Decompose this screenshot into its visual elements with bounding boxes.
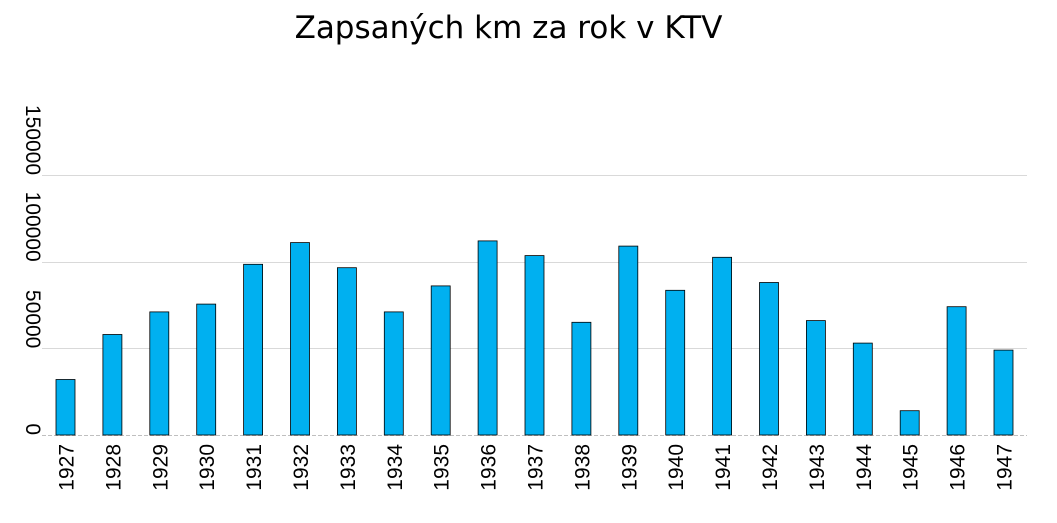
x-tick-label: 1945: [900, 444, 923, 491]
x-tick-label: 1934: [384, 444, 407, 491]
bars: [55, 240, 1014, 436]
bar-1942: [759, 282, 779, 436]
x-tick-label: 1932: [290, 444, 313, 491]
x-tick-label: 1944: [853, 444, 876, 491]
x-tick-labels: 1927 1928 1929 1930 1931 1932 1933 1934 1935 1936…: [56, 444, 1017, 491]
bar-1939: [618, 245, 639, 436]
chart-title: Zapsaných km za rok v KTV: [294, 10, 723, 46]
bar-1938: [571, 321, 592, 436]
bar-1928: [102, 334, 123, 436]
bar-1931: [243, 263, 264, 436]
x-tick-label: 1939: [618, 444, 641, 491]
x-tick-label: 1927: [56, 444, 79, 491]
x-tick-label: 1946: [947, 444, 970, 491]
x-tick-label: 1936: [478, 444, 501, 491]
x-tick-label: 1937: [525, 444, 548, 491]
y-tick-label: 50000: [21, 290, 44, 348]
bar-1935: [430, 285, 451, 436]
x-tick-label: 1930: [196, 444, 219, 491]
y-tick-label: 150000: [21, 105, 44, 175]
x-tick-label: 1947: [994, 444, 1017, 491]
bar-1937: [524, 255, 545, 436]
bar-1947: [993, 349, 1014, 436]
y-tick-labels: 0 50000 100000 150000: [21, 105, 44, 435]
y-tick-label: 0: [21, 423, 44, 435]
y-tick-label: 100000: [21, 192, 44, 262]
bar-1936: [477, 240, 498, 436]
x-tick-label: 1933: [337, 444, 360, 491]
bar-1934: [383, 311, 404, 436]
bar-1927: [55, 379, 76, 436]
x-tick-label: 1931: [243, 444, 266, 491]
bar-1944: [852, 342, 873, 436]
x-tick-label: 1938: [571, 444, 594, 491]
x-tick-label: 1929: [149, 444, 172, 491]
bar-1945: [899, 410, 920, 436]
bar-1946: [946, 306, 967, 436]
x-tick-label: 1943: [806, 444, 829, 491]
bar-1940: [665, 289, 686, 436]
bar-1943: [806, 320, 826, 436]
bar-1930: [196, 303, 217, 436]
bar-1929: [149, 311, 170, 436]
x-tick-label: 1940: [665, 444, 688, 491]
x-tick-label: 1942: [759, 444, 782, 491]
x-tick-label: 1928: [102, 444, 125, 491]
x-tick-label: 1935: [431, 444, 454, 491]
bar-1932: [290, 242, 310, 436]
bar-1933: [336, 267, 357, 436]
bar-1941: [712, 256, 732, 436]
x-tick-label: 1941: [712, 444, 735, 491]
